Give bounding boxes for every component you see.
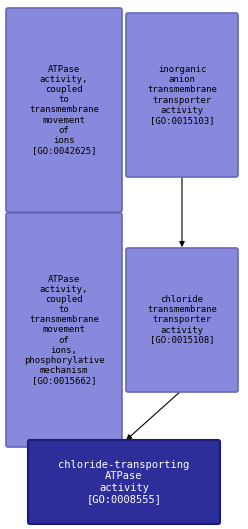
Text: ATPase
activity,
coupled
to
transmembrane
movement
of
ions,
phosphorylative
mech: ATPase activity, coupled to transmembran… xyxy=(24,275,104,385)
Text: inorganic
anion
transmembrane
transporter
activity
[GO:0015103]: inorganic anion transmembrane transporte… xyxy=(147,66,217,125)
FancyBboxPatch shape xyxy=(6,213,122,447)
FancyBboxPatch shape xyxy=(126,248,238,392)
Text: chloride-transporting
ATPase
activity
[GO:0008555]: chloride-transporting ATPase activity [G… xyxy=(58,460,190,504)
Text: ATPase
activity,
coupled
to
transmembrane
movement
of
ions
[GO:0042625]: ATPase activity, coupled to transmembran… xyxy=(29,65,99,154)
Text: chloride
transmembrane
transporter
activity
[GO:0015108]: chloride transmembrane transporter activ… xyxy=(147,295,217,344)
FancyBboxPatch shape xyxy=(28,440,220,524)
FancyBboxPatch shape xyxy=(6,8,122,212)
FancyBboxPatch shape xyxy=(126,13,238,177)
